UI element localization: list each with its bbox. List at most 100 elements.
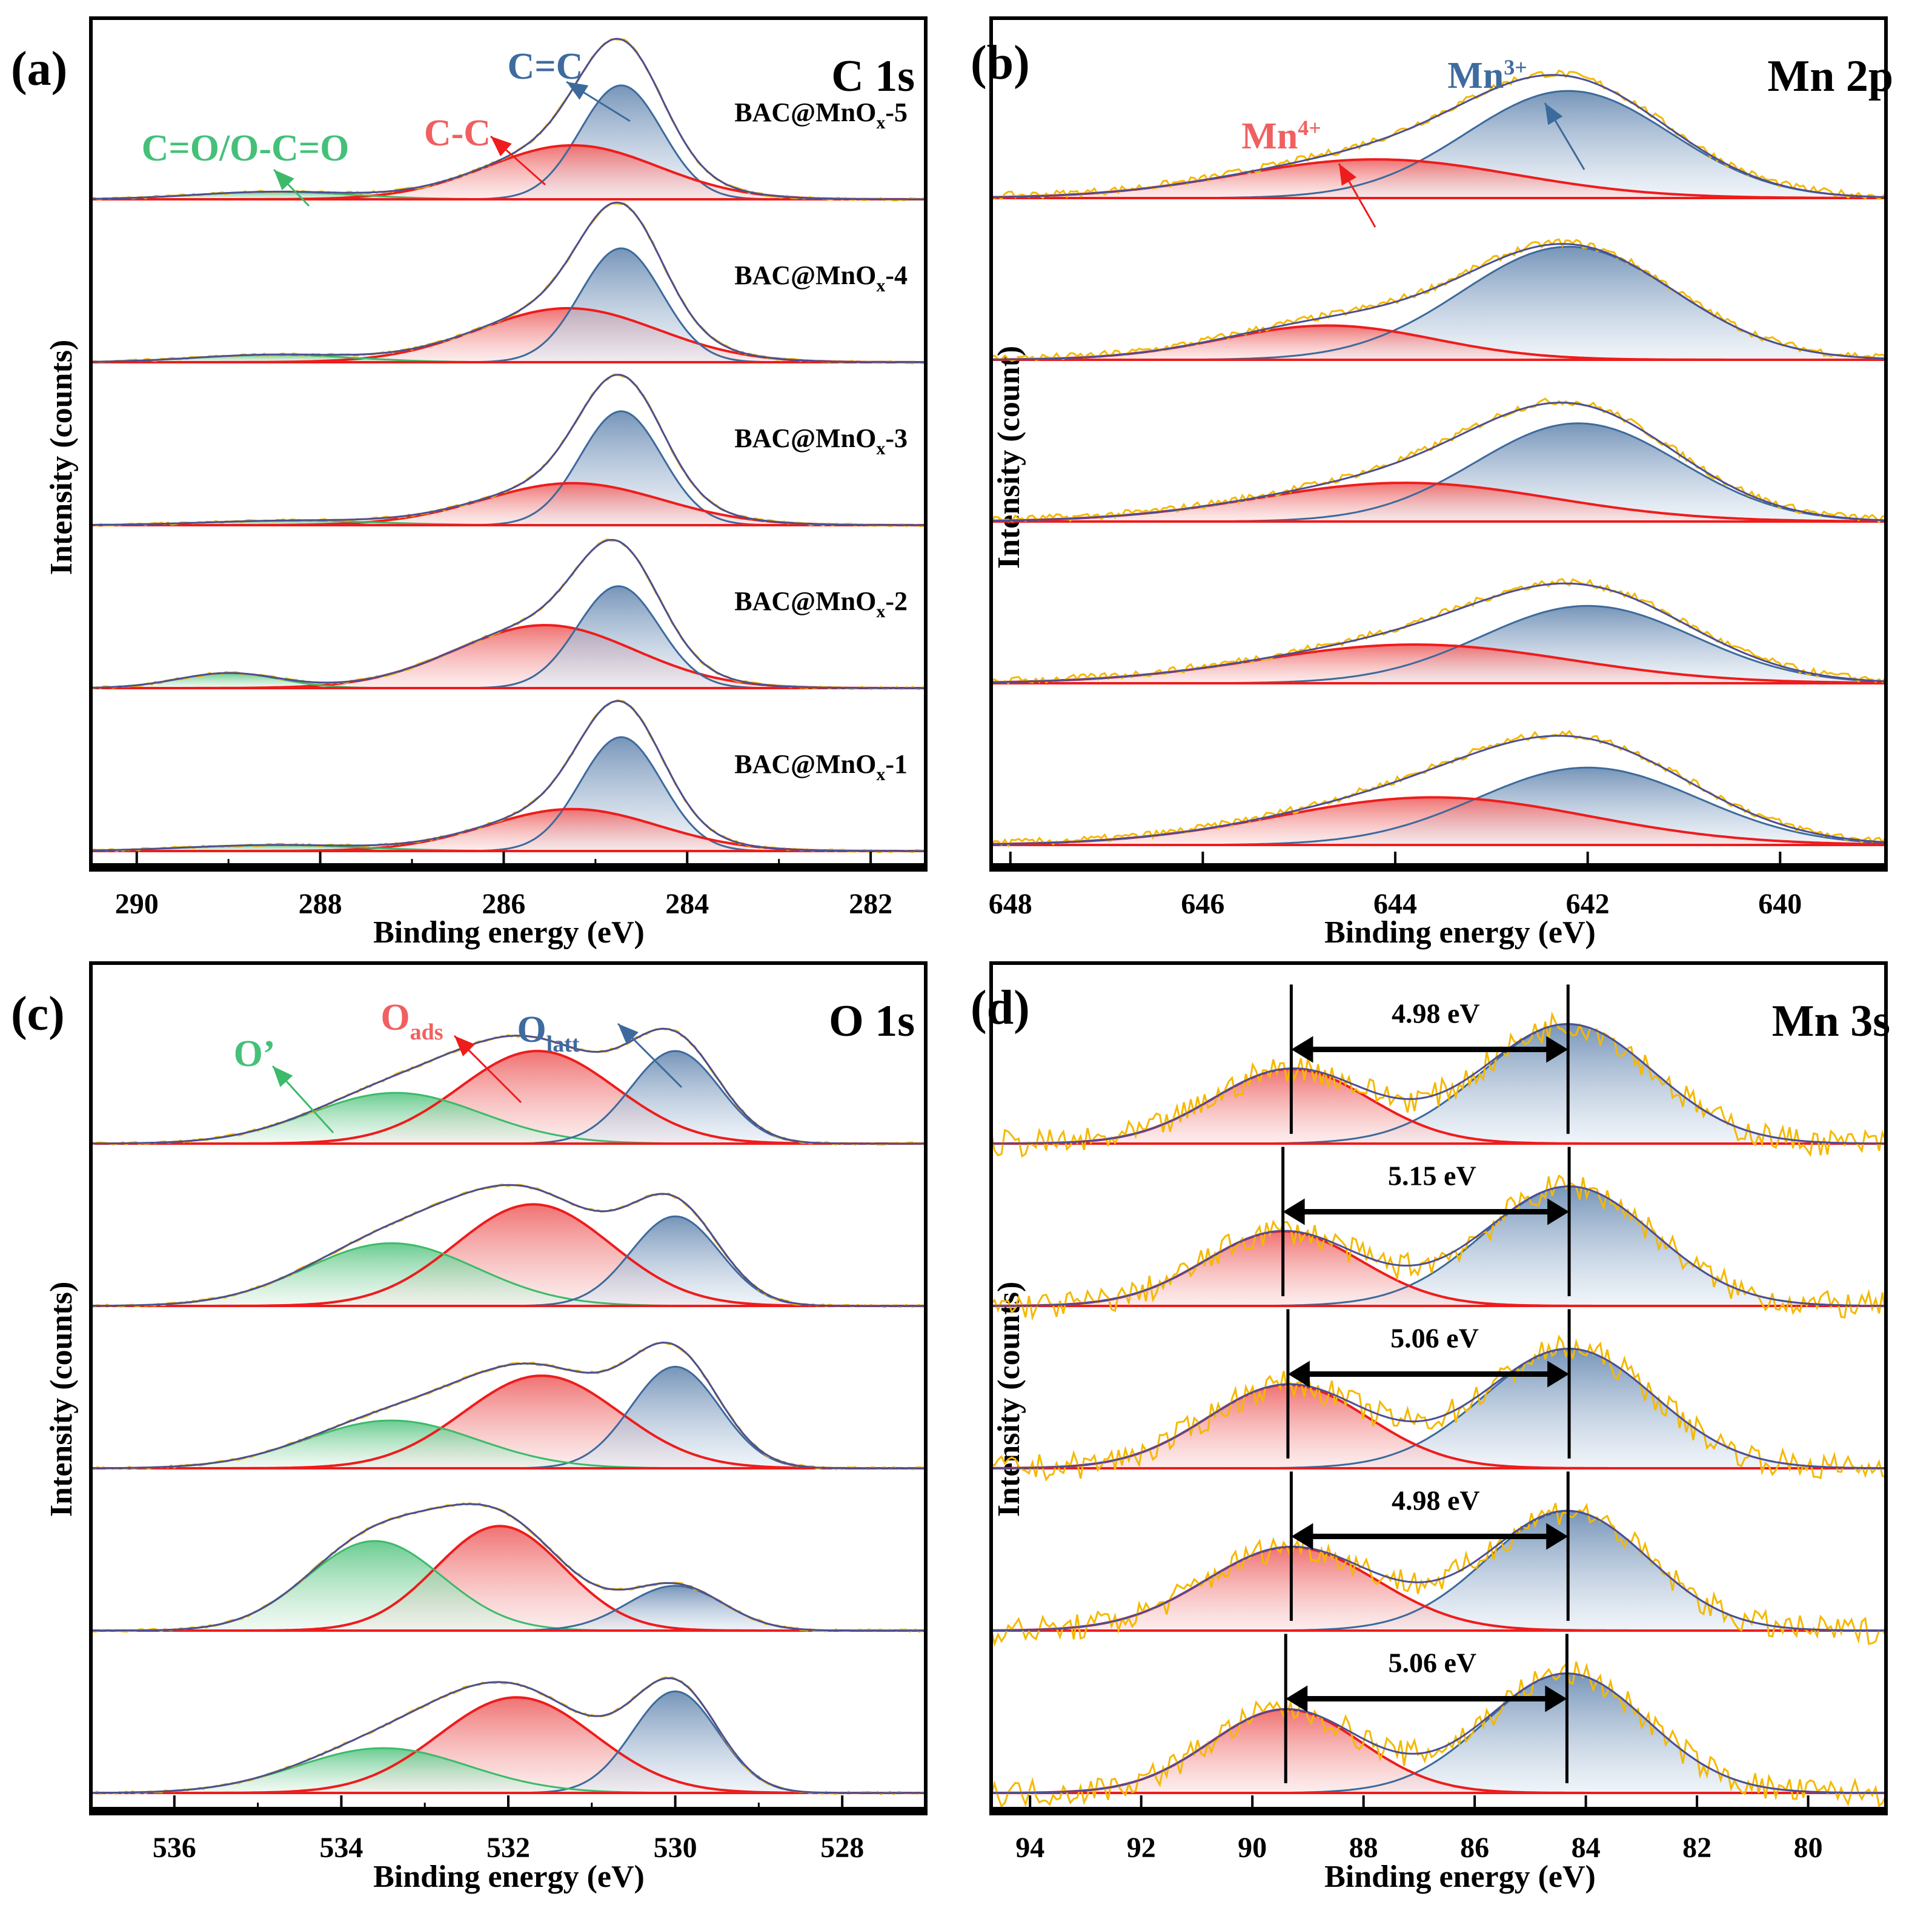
- component-label: C=O/O-C=O: [142, 128, 350, 169]
- component-fill-red: [91, 145, 926, 199]
- spectrum-1: [991, 69, 1887, 200]
- arrow-head-right: [1546, 1036, 1569, 1063]
- spectrum-5: [991, 729, 1887, 848]
- x-tick-label: 284: [665, 888, 709, 920]
- panel-title: Mn 2p: [1767, 51, 1893, 101]
- x-tick-label: 534: [319, 1832, 363, 1864]
- panel-letter: (b): [971, 36, 1030, 90]
- x-tick-label: 644: [1373, 888, 1417, 920]
- spectrum-3: [90, 1341, 926, 1471]
- plot-area: [990, 69, 1887, 848]
- component-fill-blue: [991, 1186, 1886, 1306]
- component-label: Mn4+: [1241, 116, 1321, 157]
- component-fill-blue: [991, 1348, 1886, 1468]
- component-fill-red: [91, 1376, 926, 1468]
- component-fill-blue: [991, 1673, 1886, 1793]
- panel-title: Mn 3s: [1772, 996, 1890, 1046]
- panel-title: O 1s: [829, 996, 915, 1046]
- plot-frame: [989, 961, 1888, 1813]
- y-axis-label: Intensity (count): [992, 346, 1026, 569]
- x-tick-label: 532: [486, 1832, 530, 1864]
- plot-frame: [989, 16, 1888, 869]
- component-fill-green: [91, 673, 926, 688]
- x-tick-label: 86: [1460, 1832, 1489, 1864]
- raw-spectrum: [991, 1334, 1887, 1482]
- component-fill-blue: [991, 247, 1886, 360]
- panel-mn3s: (d) Mn 3s Intensity (counts) Binding ene…: [971, 961, 1890, 1894]
- panel-letter: (d): [971, 981, 1030, 1035]
- spectrum-3: 5.06 eV: [991, 1309, 1887, 1482]
- annotation-arrow-head: [454, 1036, 475, 1056]
- component-fill-blue: [991, 1024, 1886, 1144]
- component-fill-red: [91, 625, 926, 688]
- annotation-arrow-head: [1339, 164, 1357, 186]
- splitting-label: 5.15 eV: [1388, 1161, 1476, 1191]
- component-fill-blue: [991, 767, 1886, 845]
- spectrum-3: BAC@MnOx-3: [90, 373, 926, 528]
- fitted-envelope: [91, 1677, 926, 1794]
- spectrum-3: [990, 397, 1887, 524]
- y-axis-label: Intensity (counts): [44, 340, 79, 575]
- component-fill-red: [91, 1051, 926, 1144]
- component-fill-red: [991, 325, 1886, 360]
- plot-area: BAC@MnOx-5 BAC@MnOx-4 BAC@MnOx-3 BAC@MnOx-2…: [90, 38, 926, 853]
- fitted-envelope: [991, 74, 1887, 199]
- splitting-label: 5.06 eV: [1390, 1323, 1479, 1354]
- spectrum-2: 5.15 eV: [990, 1147, 1887, 1321]
- y-axis-label: Intensity (counts): [992, 1282, 1026, 1517]
- component-label: C=C: [508, 46, 583, 87]
- spectrum-2: [991, 238, 1887, 362]
- x-tick-label: 288: [299, 888, 342, 920]
- fitted-envelope: [991, 1023, 1886, 1145]
- x-axis-label: Binding energy (eV): [1324, 915, 1596, 950]
- arrow-head-right: [1546, 1523, 1569, 1550]
- raw-spectrum: [990, 1502, 1887, 1647]
- component-annotations: Olatt Oads O’: [234, 997, 683, 1134]
- component-fill-blue: [991, 91, 1886, 198]
- component-label: Mn3+: [1447, 55, 1527, 96]
- component-fill-blue: [91, 1367, 926, 1468]
- component-fill-red: [991, 1709, 1886, 1793]
- component-fill-red: [991, 1546, 1886, 1631]
- annotation-arrow-head: [618, 1024, 639, 1044]
- component-fill-blue: [991, 423, 1886, 522]
- component-fill-red: [91, 809, 926, 851]
- component-label: C-C: [424, 113, 491, 154]
- sample-label: BAC@MnOx-4: [734, 260, 908, 296]
- fitted-envelope: [991, 1672, 1886, 1794]
- x-axis-label: Binding energy (eV): [373, 1860, 645, 1894]
- component-fill-green: [91, 354, 926, 362]
- component-annotations: Mn3+ Mn4+: [1241, 55, 1585, 228]
- component-fill-red: [91, 1204, 926, 1306]
- component-fill-red: [991, 483, 1886, 522]
- arrow-head-left: [1286, 1685, 1308, 1712]
- arrow-head-right: [1547, 1198, 1570, 1225]
- fitted-envelope: [991, 243, 1887, 361]
- panel-letter: (a): [11, 42, 67, 96]
- component-fill-green: [91, 1541, 926, 1631]
- splitting-label: 5.06 eV: [1388, 1648, 1476, 1678]
- component-fill-red: [991, 1384, 1886, 1468]
- spectrum-5: 5.06 eV: [990, 1634, 1887, 1808]
- annotation-arrow-head: [566, 82, 589, 100]
- x-tick-label: 530: [654, 1832, 697, 1864]
- component-fill-blue: [91, 1051, 926, 1144]
- fitted-envelope: [991, 1509, 1886, 1632]
- component-label: Oads: [380, 997, 443, 1045]
- x-tick-label: 536: [153, 1832, 196, 1864]
- component-fill-blue: [991, 1511, 1886, 1631]
- fitted-envelope: [90, 1027, 926, 1145]
- component-fill-red: [991, 797, 1886, 845]
- plot-area: 4.98 eV 5.15 eV 5.06 eV 4.98 eV 5.06 eV: [990, 984, 1887, 1808]
- annotation-arrow-head: [1545, 103, 1563, 125]
- splitting-label: 4.98 eV: [1392, 998, 1480, 1029]
- spectrum-2: [90, 1183, 926, 1308]
- fitted-envelope: [90, 538, 926, 689]
- component-fill-red: [991, 1231, 1886, 1306]
- component-fill-green: [91, 1420, 926, 1468]
- arrow-head-left: [1283, 1198, 1305, 1225]
- spectrum-1: [90, 1027, 926, 1146]
- spectrum-4: BAC@MnOx-2: [90, 538, 926, 691]
- sample-label: BAC@MnOx-3: [734, 423, 908, 459]
